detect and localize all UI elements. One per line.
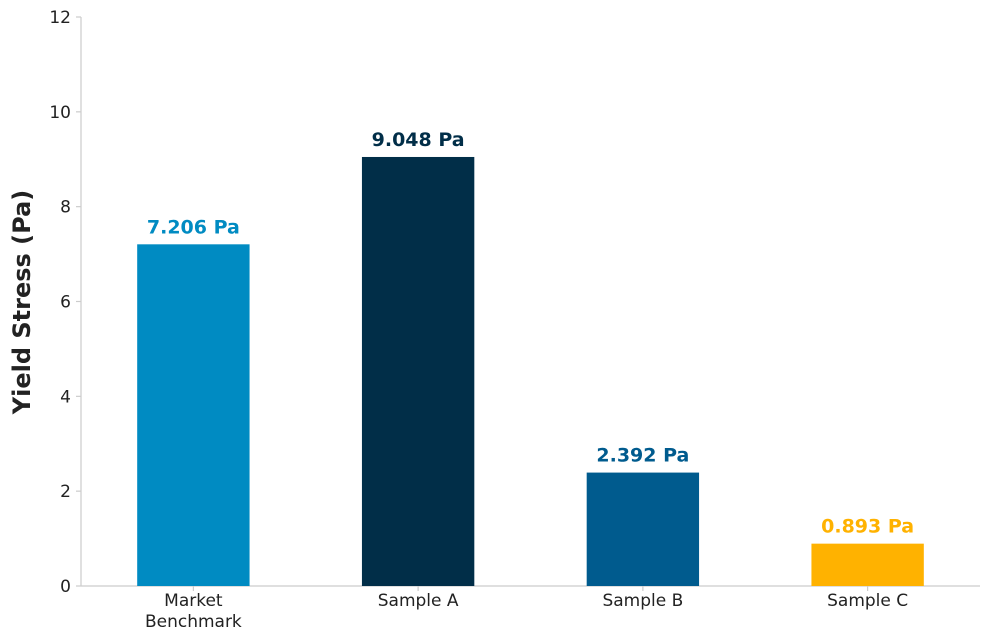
value-label: 7.206 Pa <box>147 216 240 238</box>
x-tick-label: Sample A <box>378 591 459 611</box>
y-tick-label: 8 <box>60 198 71 218</box>
y-tick-label: 6 <box>60 293 71 313</box>
x-tick-label: Market Benchmark <box>145 591 242 632</box>
y-tick-label: 4 <box>60 387 71 407</box>
bar <box>586 472 700 586</box>
bars <box>137 156 924 587</box>
bar <box>361 156 475 586</box>
y-tick-label: 10 <box>49 103 71 123</box>
bar <box>137 244 250 587</box>
y-axis: 0 2 4 6 8 10 12 <box>49 8 82 597</box>
x-tick-label: Sample B <box>602 591 683 611</box>
y-tick-label: 2 <box>60 482 71 502</box>
x-axis: Market Benchmark Sample A Sample B Sample C <box>81 585 980 632</box>
bar <box>811 543 924 586</box>
value-label: 2.392 Pa <box>596 445 689 467</box>
value-label: 9.048 Pa <box>372 129 465 151</box>
y-axis-title: Yield Stress (Pa) <box>8 190 36 416</box>
y-tick-label: 0 <box>60 577 71 597</box>
value-labels: 7.206 Pa 9.048 Pa 2.392 Pa 0.893 Pa <box>147 129 914 538</box>
x-tick-label: Sample C <box>827 591 908 611</box>
value-label: 0.893 Pa <box>821 516 914 538</box>
y-tick-label: 12 <box>49 8 71 28</box>
